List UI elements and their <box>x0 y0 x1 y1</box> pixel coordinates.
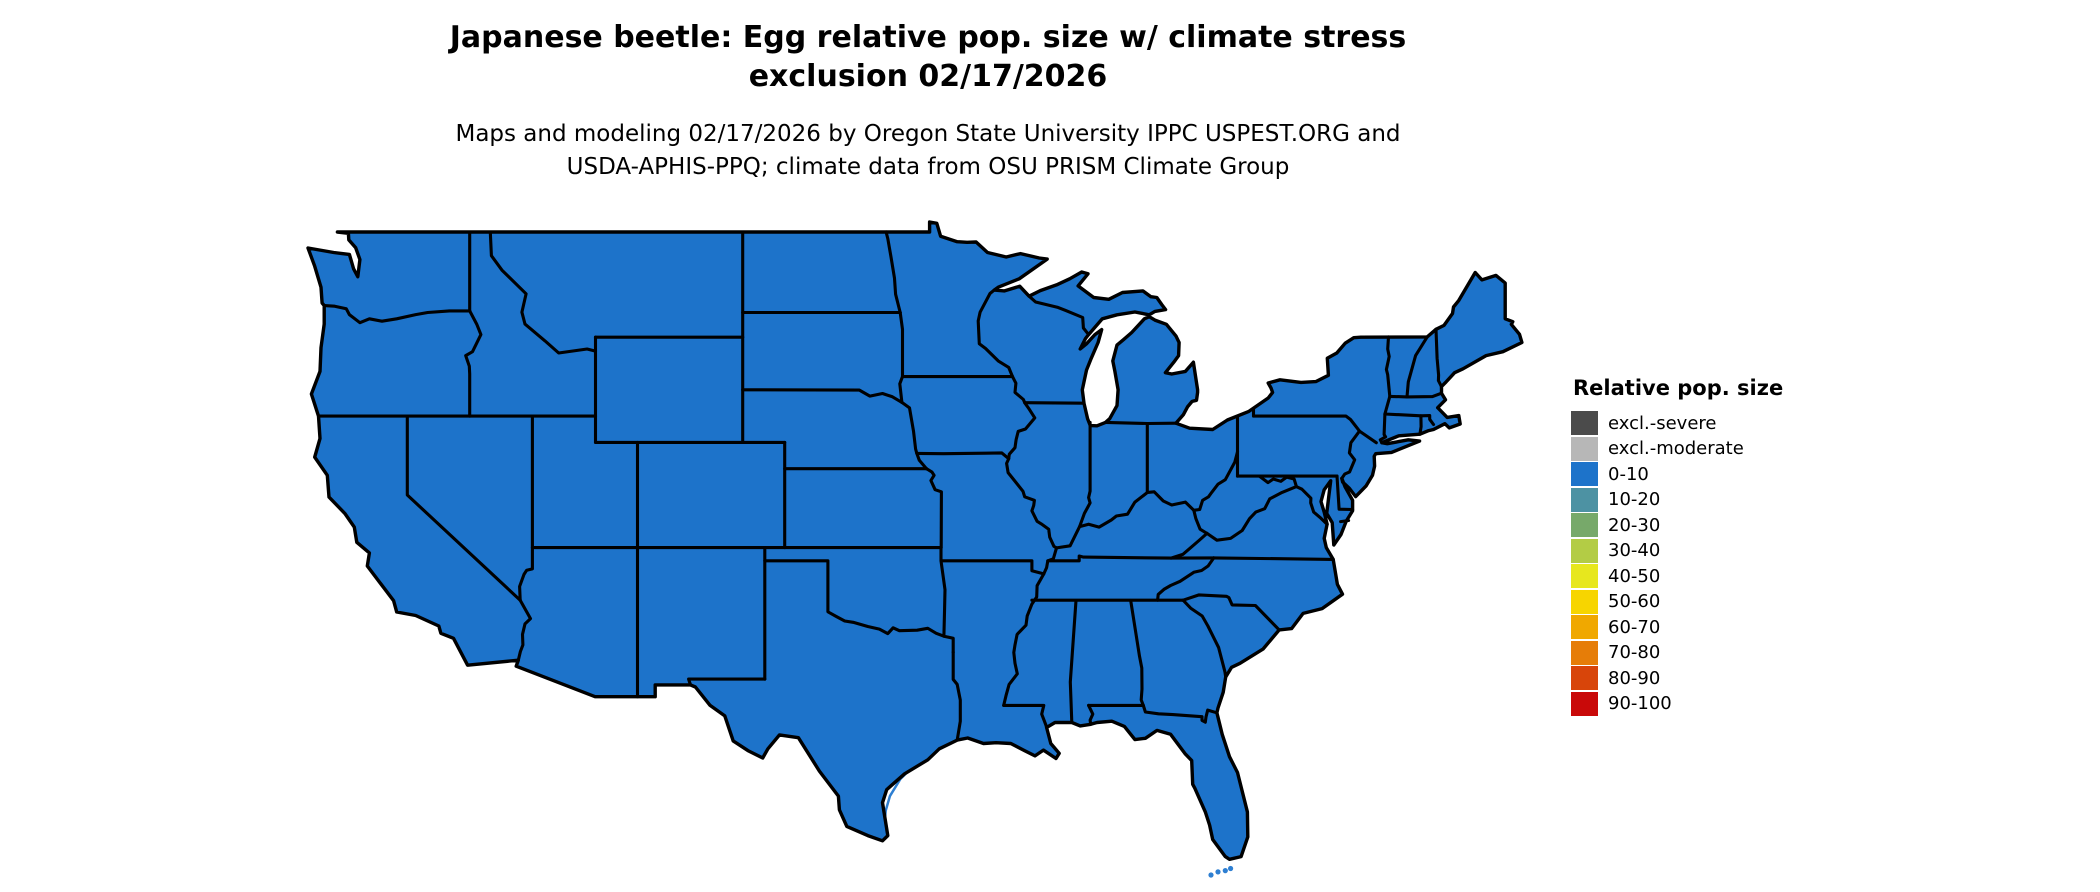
legend-item-20-30: 20-30 <box>1571 513 1783 537</box>
florida-keys-islet <box>1215 869 1221 875</box>
state-border <box>1129 598 1145 707</box>
florida-keys-islet <box>1228 865 1234 872</box>
state-border <box>687 677 767 687</box>
us-landmass <box>306 220 1524 861</box>
state-border <box>763 559 946 638</box>
legend-label: excl.-moderate <box>1608 438 1744 459</box>
state-border <box>1002 703 1049 730</box>
legend-swatch-0-10 <box>1571 462 1598 486</box>
state-border <box>900 400 929 471</box>
legend-swatch-70-80 <box>1571 640 1598 665</box>
subtitle-line-2: USDA-APHIS-PPQ; climate data from OSU PR… <box>566 154 1290 180</box>
state-border <box>488 230 598 355</box>
state-border <box>1257 474 1329 526</box>
state-border <box>939 546 1059 576</box>
state-border <box>518 414 534 602</box>
state-border <box>1054 450 1240 550</box>
state-border <box>1181 598 1228 679</box>
state-borders <box>316 230 1444 742</box>
legend-label: 20-30 <box>1608 514 1661 536</box>
state-border <box>1068 598 1078 725</box>
state-border <box>1335 474 1355 512</box>
legend-swatch-30-40 <box>1571 538 1598 563</box>
state-border <box>1141 703 1219 724</box>
florida-keys-islet <box>1208 872 1214 878</box>
state-border <box>464 309 483 418</box>
legend-title: Relative pop. size <box>1573 376 1784 400</box>
state-border <box>1023 401 1086 405</box>
state-border <box>516 598 533 662</box>
legend-swatch-10-20 <box>1571 487 1598 512</box>
state-border <box>1087 703 1095 726</box>
title-line-1: Japanese beetle: Egg relative pop. size … <box>449 20 1407 55</box>
state-border <box>951 650 962 742</box>
legend-item-excl.-severe: excl.-severe <box>1571 411 1783 435</box>
state-border <box>1405 335 1429 399</box>
legend-item-30-40: 30-40 <box>1571 538 1783 563</box>
legend-swatch-20-30 <box>1571 513 1598 537</box>
state-border <box>976 288 1059 550</box>
state-border <box>1027 294 1091 337</box>
legend-label: excl.-severe <box>1608 412 1717 434</box>
legend-label: 60-70 <box>1608 616 1661 638</box>
legend-swatch-excl.-moderate <box>1571 436 1598 461</box>
legend-label: 10-20 <box>1608 489 1661 510</box>
legend-rows: excl.-severe excl.-moderate 0-10 10-20 20-30… <box>1571 411 1783 716</box>
state-border <box>1181 593 1281 632</box>
legend-item-60-70: 60-70 <box>1571 615 1783 639</box>
legend-swatch-excl.-severe <box>1571 411 1598 435</box>
legend-item-50-60: 50-60 <box>1571 589 1783 614</box>
state-border <box>884 230 902 315</box>
state-border <box>1103 420 1178 426</box>
legend-item-0-10: 0-10 <box>1571 462 1783 486</box>
legend-label: 70-80 <box>1608 642 1661 663</box>
state-border <box>1046 531 1209 563</box>
state-border <box>322 304 472 325</box>
legend-item-10-20: 10-20 <box>1571 487 1783 512</box>
legend-item-90-100: 90-100 <box>1571 691 1783 716</box>
legend-swatch-80-90 <box>1571 666 1598 690</box>
page-title: Japanese beetle: Egg relative pop. size … <box>0 18 1856 96</box>
state-border <box>915 451 1011 461</box>
state-border <box>1388 391 1444 399</box>
legend-label: 80-90 <box>1608 667 1661 689</box>
legend-label: 40-50 <box>1608 565 1661 587</box>
legend-item-excl.-moderate: excl.-moderate <box>1571 436 1783 461</box>
legend-item-80-90: 80-90 <box>1571 666 1783 690</box>
state-border <box>1357 429 1378 445</box>
state-border <box>405 414 522 602</box>
legend-label: 50-60 <box>1608 591 1661 612</box>
page-subtitle: Maps and modeling 02/17/2026 by Oregon S… <box>0 118 1856 184</box>
state-border <box>1418 414 1423 436</box>
state-border <box>1339 518 1351 524</box>
state-border <box>1251 407 1362 480</box>
state-border <box>741 388 904 404</box>
legend-item-40-50: 40-50 <box>1571 564 1783 588</box>
subtitle-line-1: Maps and modeling 02/17/2026 by Oregon S… <box>455 121 1401 147</box>
legend: Relative pop. size excl.-severe excl.-mod… <box>1571 376 1783 716</box>
state-border <box>1192 508 1209 535</box>
legend-swatch-50-60 <box>1571 589 1598 614</box>
state-border <box>924 467 943 550</box>
legend-swatch-60-70 <box>1571 615 1598 639</box>
state-border <box>1212 556 1335 561</box>
florida-keys-islet <box>1222 868 1228 874</box>
state-border <box>1434 327 1444 389</box>
legend-item-70-80: 70-80 <box>1571 640 1783 665</box>
legend-label: 0-10 <box>1608 463 1649 485</box>
legend-swatch-90-100 <box>1571 691 1598 716</box>
state-border <box>1205 485 1298 542</box>
state-border <box>1383 412 1436 427</box>
title-line-2: exclusion 02/17/2026 <box>748 59 1108 94</box>
state-border <box>1156 556 1216 602</box>
legend-swatch-40-50 <box>1571 564 1598 588</box>
legend-label: 30-40 <box>1608 540 1661 561</box>
legend-label: 90-100 <box>1608 693 1672 714</box>
state-border <box>1078 420 1092 529</box>
state-border <box>1002 572 1046 707</box>
